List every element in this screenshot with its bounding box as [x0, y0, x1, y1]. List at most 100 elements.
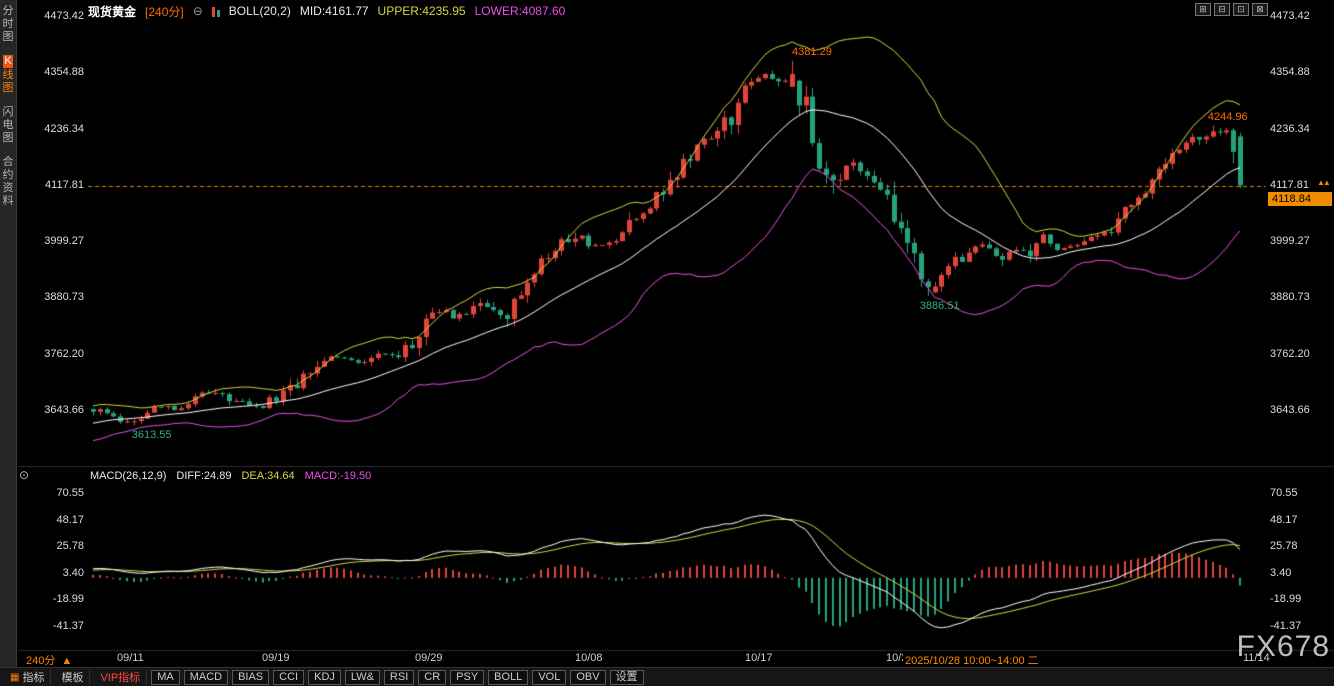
- price-axis-label-left: 3762.20: [44, 347, 84, 360]
- bottom-indicator-toolbar: ▦ 指标 模板 VIP指标 MA MACD BIAS CCI KDJ LW& RSI CR PSY BOL…: [0, 667, 1334, 686]
- sidebar-item-char: 图: [2, 31, 14, 43]
- boll-lower-value: LOWER:4087.60: [474, 4, 566, 18]
- toolbar-button-rsi[interactable]: RSI: [383, 669, 415, 685]
- fx678-watermark: FX678: [1236, 630, 1330, 663]
- toolbar-button-cr[interactable]: CR: [418, 669, 447, 685]
- macd-axis-label-right: 48.17: [1270, 513, 1298, 526]
- macd-axis-label-left: -41.37: [52, 620, 84, 632]
- layout-horizontal-split-icon[interactable]: ⊟: [1214, 3, 1230, 16]
- collapse-circle-icon[interactable]: ⊖: [192, 4, 203, 18]
- hover-time-label: 2025/10/28 10:00~14:00 二: [903, 652, 1041, 668]
- toolbar-button-vol[interactable]: VOL: [532, 669, 567, 685]
- sidebar-item-char: K: [3, 55, 13, 68]
- macd-dea-value: DEA:34.64: [241, 470, 295, 482]
- sidebar-item-char: 时: [2, 18, 14, 30]
- toolbar-button-ma[interactable]: MA: [151, 669, 180, 685]
- macd-axis-label-left: 3.40: [62, 566, 84, 579]
- sidebar-item-char: 资: [2, 182, 14, 194]
- x-axis-label: 10/17: [745, 652, 773, 664]
- macd-axis-label-left: 48.17: [56, 513, 84, 526]
- period-up-arrow-icon: ▲: [61, 655, 73, 667]
- indicator-grid-icon: ▦: [10, 671, 20, 683]
- sidebar-item-char: 合: [2, 156, 14, 168]
- boll-upper-value: UPPER:4235.95: [377, 4, 466, 18]
- macd-bar-value: MACD:-19.50: [304, 470, 372, 482]
- toolbar-tab-template[interactable]: 模板: [55, 669, 91, 685]
- boll-mid-value: MID:4161.77: [299, 4, 369, 18]
- macd-axis-label-right: 70.55: [1270, 487, 1298, 499]
- x-axis-label: 09/29: [415, 652, 443, 664]
- macd-axis-label-right: -41.37: [1270, 620, 1302, 632]
- x-axis-label: 10/08: [575, 652, 603, 664]
- sidebar-item-char: 约: [2, 169, 14, 181]
- toolbar-tab-indicators[interactable]: ▦ 指标: [4, 669, 52, 685]
- toolbar-button-settings[interactable]: 设置: [609, 669, 644, 685]
- sidebar-item-3[interactable]: 合约资料: [3, 156, 14, 208]
- macd-axis-label-left: 70.55: [56, 487, 84, 499]
- x-axis-label: 09/11: [117, 652, 144, 664]
- toolbar-button-kdj[interactable]: KDJ: [308, 669, 341, 685]
- price-annotation: 4244.96: [1207, 111, 1248, 124]
- sidebar-item-char: 图: [2, 82, 14, 94]
- toolbar-button-boll[interactable]: BOLL: [488, 669, 529, 685]
- layout-single-pane-icon[interactable]: ⊡: [1233, 3, 1249, 16]
- toolbar-button-obv[interactable]: OBV: [570, 669, 606, 685]
- macd-axis-label-right: 25.78: [1270, 540, 1298, 553]
- toolbar-button-bias[interactable]: BIAS: [232, 669, 270, 685]
- sidebar-item-char: 图: [2, 132, 14, 144]
- price-annotation: 3613.55: [131, 429, 172, 442]
- layout-grid-icon[interactable]: ⊞: [1195, 3, 1211, 16]
- chart-info-bar: 现货黄金 [240分] ⊖ BOLL(20,2) MID:4161.77 UPP…: [88, 3, 565, 19]
- price-axis-label-right: 3762.20: [1270, 347, 1310, 360]
- macd-header: MACD(26,12,9) DIFF:24.89 DEA:34.64 MACD:…: [90, 470, 371, 482]
- macd-axis-label-right: 3.40: [1270, 566, 1292, 579]
- sidebar-item-2[interactable]: 闪电图: [3, 106, 14, 145]
- price-axis-label-right: 4473.42: [1270, 10, 1310, 22]
- current-price-box: 4118.84: [1268, 192, 1332, 206]
- x-axis-label: 10/2: [886, 652, 908, 664]
- price-annotation: 4381.29: [792, 45, 832, 58]
- price-axis-label-right: 3643.66: [1270, 404, 1310, 416]
- layout-close-pane-icon[interactable]: ⊠: [1252, 3, 1268, 16]
- price-axis-label-left: 4117.81: [45, 178, 84, 191]
- toolbar-button-psy[interactable]: PSY: [450, 669, 485, 685]
- price-axis-label-right: 4354.88: [1270, 66, 1310, 79]
- macd-axis-label-left: 25.78: [56, 540, 84, 553]
- macd-axis-label-left: -18.99: [52, 593, 84, 606]
- macd-diff-value: DIFF:24.89: [176, 470, 232, 482]
- toolbar-button-lw[interactable]: LW&: [344, 669, 380, 685]
- period-indicator[interactable]: 240分 ▲: [26, 652, 75, 668]
- price-axis-label-left: 4473.42: [44, 10, 84, 22]
- price-level-arrows-icon: ▲▲: [1317, 178, 1331, 187]
- sidebar-item-0[interactable]: 分时图: [3, 5, 14, 44]
- price-axis-label-right: 3880.73: [1270, 291, 1310, 304]
- macd-params-label: MACD(26,12,9): [90, 470, 167, 482]
- price-annotation: 3886.51: [919, 299, 960, 312]
- price-axis-label-right: 3999.27: [1270, 235, 1310, 248]
- symbol-name: 现货黄金: [88, 4, 137, 19]
- toolbar-button-cci[interactable]: CCI: [273, 669, 305, 685]
- price-axis-label-left: 3999.27: [44, 235, 84, 248]
- indicator-tab-label: 指标: [22, 672, 45, 684]
- price-axis-label-left: 4354.88: [44, 66, 84, 79]
- sidebar-item-char: 闪: [2, 106, 14, 118]
- price-axis-label-right: 4236.34: [1270, 122, 1310, 135]
- toolbar-button-macd[interactable]: MACD: [183, 669, 229, 685]
- sidebar-item-char: 线: [2, 69, 14, 81]
- sidebar-item-char: 分: [2, 5, 14, 17]
- price-axis-label-left: 3880.73: [44, 291, 84, 304]
- macd-pane-toggle-icon[interactable]: ⊙: [19, 468, 30, 482]
- period-text: 240分: [26, 655, 56, 667]
- x-axis-label: 11/14: [1243, 652, 1270, 664]
- x-axis-label: 09/19: [262, 652, 290, 664]
- period-badge[interactable]: [240分]: [145, 4, 184, 19]
- macd-axis-label-right: -18.99: [1270, 593, 1302, 606]
- boll-params-label: BOLL(20,2): [228, 4, 291, 18]
- price-axis-label-left: 3643.66: [44, 404, 84, 416]
- price-axis-label-left: 4236.34: [44, 122, 84, 135]
- window-layout-controls: ⊞ ⊟ ⊡ ⊠: [1195, 3, 1268, 16]
- toolbar-tab-vip[interactable]: VIP指标: [94, 669, 148, 685]
